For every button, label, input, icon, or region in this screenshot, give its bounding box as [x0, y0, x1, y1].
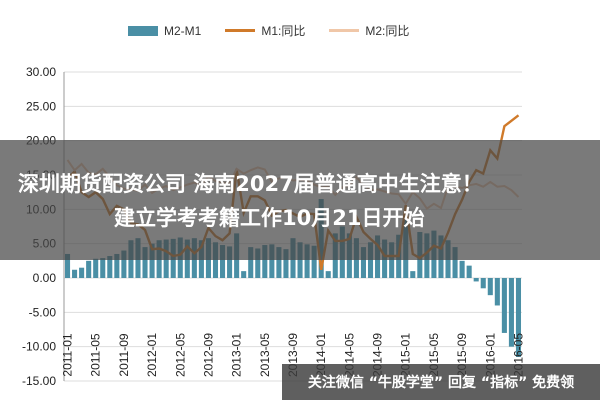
y-tick-label: 30.00: [26, 65, 56, 79]
bar: [269, 244, 275, 278]
legend-swatch-m1: [225, 29, 256, 32]
bar: [325, 271, 331, 278]
bar: [100, 258, 106, 278]
legend-swatch-m2: [329, 29, 360, 32]
legend-label-m2-m1: M2-M1: [164, 23, 202, 38]
headline-line-1: 深圳期货配资公司 海南2027届普通高中生注意！: [18, 172, 483, 196]
y-tick-label: -10.00: [22, 340, 56, 354]
bar: [114, 253, 120, 278]
legend-label-m1: M1:同比: [261, 24, 306, 38]
legend-label-m2: M2:同比: [365, 24, 410, 38]
bar: [255, 248, 261, 278]
bar: [501, 278, 507, 333]
y-tick-label: -5.00: [29, 305, 57, 319]
y-tick-label: 25.00: [26, 99, 56, 113]
x-tick-label: 2011-01: [61, 333, 75, 376]
bar: [508, 278, 514, 347]
x-tick-label: 2012-05: [173, 333, 187, 377]
legend-item-m1: M1:同比: [225, 22, 305, 39]
bar: [473, 278, 479, 282]
bar: [480, 278, 486, 289]
bar: [241, 271, 247, 278]
y-tick-label: -15.00: [22, 374, 56, 388]
bar: [283, 249, 289, 278]
bar: [64, 253, 71, 278]
x-tick-label: 2013-05: [258, 333, 272, 377]
promo-badge[interactable]: 关注微信 “牛股学堂” 回复 “指标” 免费领: [282, 364, 600, 400]
x-tick-label: 2012-09: [201, 333, 215, 377]
bar: [121, 250, 127, 278]
bar: [212, 242, 219, 278]
y-tick-label: 0.00: [33, 271, 57, 285]
legend-item-m2: M2:同比: [329, 22, 409, 39]
bar: [389, 242, 395, 278]
bar: [276, 247, 282, 278]
bar: [227, 246, 233, 278]
bar: [367, 242, 374, 278]
bar: [262, 245, 268, 278]
legend-swatch-bar: [128, 25, 158, 36]
bar: [360, 247, 366, 278]
x-tick-label: 2013-01: [230, 333, 244, 377]
bar: [515, 278, 522, 357]
bar: [248, 247, 254, 278]
bar: [142, 247, 148, 278]
bar: [410, 271, 416, 278]
bar: [297, 242, 303, 278]
headline-line-2: 建立学考考籍工作10月21日开始: [114, 206, 425, 230]
bar: [72, 269, 78, 278]
bar: [304, 244, 310, 278]
bar: [459, 260, 465, 278]
bar: [93, 258, 99, 278]
bar: [466, 265, 472, 278]
bar: [487, 278, 493, 296]
legend: M2-M1 M1:同比 M2:同比: [128, 22, 409, 39]
x-tick-label: 2011-09: [117, 333, 131, 376]
bar: [220, 245, 226, 278]
headline-banner[interactable]: 深圳期货配资公司 海南2027届普通高中生注意！ 建立学考考籍工作10月21日开…: [0, 140, 600, 260]
x-tick-label: 2012-01: [145, 333, 159, 377]
bar: [494, 278, 500, 306]
bar: [86, 260, 92, 278]
bar: [107, 256, 113, 278]
legend-item-m2-m1: M2-M1: [128, 24, 201, 38]
bar: [311, 245, 317, 278]
x-tick-label: 2011-05: [89, 333, 103, 376]
bar: [452, 247, 458, 278]
bar: [79, 267, 85, 278]
bar: [149, 243, 155, 278]
